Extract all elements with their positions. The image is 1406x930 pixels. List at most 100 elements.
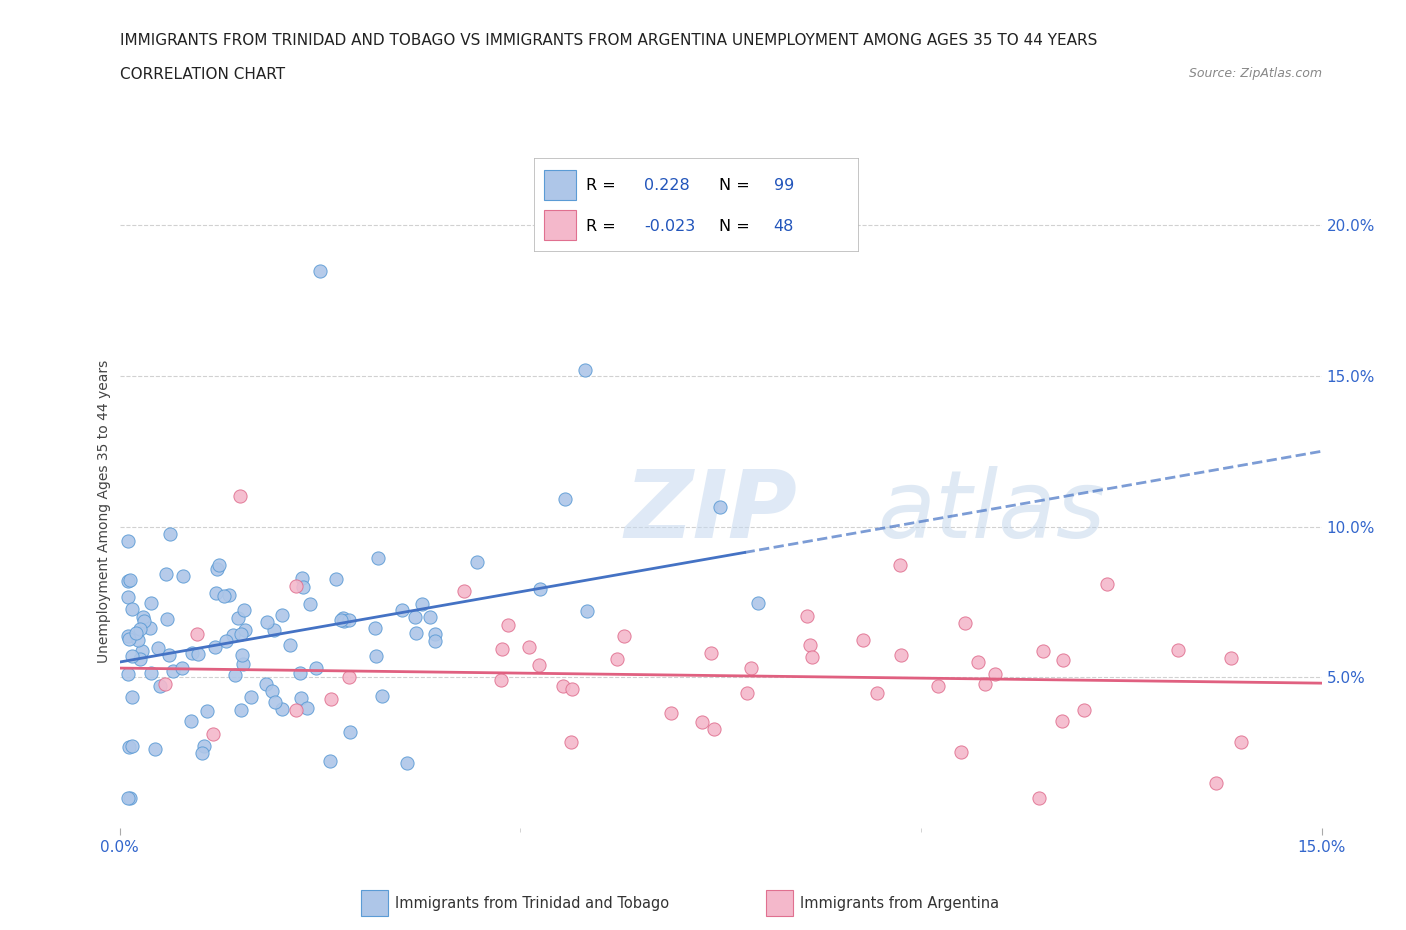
Point (371, 689, 394, 704)
Point (187, 646, 209, 661)
Point (411, 596, 433, 611)
Point (222, 628, 245, 643)
Point (319, 691, 342, 706)
Y-axis label: Unemployment Among Ages 35 to 44 years: Unemployment Among Ages 35 to 44 years (97, 360, 111, 663)
Point (605, 652, 627, 667)
Point (131, 644, 153, 658)
Point (224, 668, 246, 683)
Point (153, 677, 176, 692)
Point (228, 611, 250, 626)
Point (117, 629, 139, 644)
Point (984, 667, 1007, 682)
Point (366, 648, 388, 663)
Point (157, 647, 180, 662)
Bar (361, 890, 388, 916)
Point (1028, 790, 1050, 805)
Point (529, 581, 551, 596)
Point (852, 633, 875, 648)
Point (801, 649, 824, 664)
Point (950, 745, 973, 760)
Point (659, 706, 682, 721)
Point (117, 534, 139, 549)
Point (159, 526, 181, 541)
Point (527, 658, 550, 672)
Point (799, 637, 821, 652)
Point (339, 725, 361, 740)
Point (239, 690, 262, 705)
Point (285, 702, 308, 717)
Point (1095, 577, 1118, 591)
Point (1052, 714, 1074, 729)
Point (172, 568, 194, 583)
Point (890, 648, 912, 663)
Point (207, 561, 229, 576)
Point (405, 626, 427, 641)
Point (561, 681, 583, 696)
Point (270, 607, 292, 622)
Text: N =: N = (718, 219, 755, 234)
Point (155, 566, 177, 581)
Text: 0.228: 0.228 (644, 179, 690, 193)
Point (889, 558, 911, 573)
Point (703, 721, 725, 736)
Point (117, 790, 139, 805)
Point (118, 790, 141, 805)
Point (205, 585, 228, 600)
Bar (544, 170, 576, 200)
Point (498, 618, 520, 632)
Text: Immigrants from Trinidad and Tobago: Immigrants from Trinidad and Tobago (395, 896, 669, 910)
Point (204, 639, 226, 654)
Point (735, 685, 758, 700)
Text: N =: N = (718, 179, 755, 193)
Point (117, 590, 139, 604)
Point (228, 489, 252, 504)
Point (517, 639, 540, 654)
Text: atlas: atlas (877, 466, 1105, 557)
Point (332, 614, 354, 629)
Point (309, 263, 332, 278)
Point (233, 603, 256, 618)
Text: Immigrants from Argentina: Immigrants from Argentina (800, 896, 1000, 910)
Point (298, 597, 321, 612)
Point (218, 587, 240, 602)
Point (690, 715, 713, 730)
Point (560, 735, 582, 750)
Point (1167, 643, 1189, 658)
Point (295, 700, 318, 715)
Point (290, 691, 312, 706)
Point (967, 655, 990, 670)
Point (121, 602, 143, 617)
Text: 48: 48 (773, 219, 794, 234)
Point (278, 638, 301, 653)
Bar (766, 890, 793, 916)
Point (118, 631, 141, 646)
Point (423, 633, 446, 648)
Point (129, 621, 152, 636)
Point (148, 641, 170, 656)
Text: CORRELATION CHART: CORRELATION CHART (120, 67, 284, 82)
Point (214, 633, 236, 648)
Point (232, 657, 254, 671)
Point (709, 499, 731, 514)
Text: Source: ZipAtlas.com: Source: ZipAtlas.com (1188, 67, 1322, 80)
Point (180, 714, 202, 729)
Point (231, 647, 253, 662)
Point (134, 613, 156, 628)
Point (363, 620, 385, 635)
Point (121, 649, 143, 664)
Point (319, 753, 342, 768)
Point (396, 755, 419, 770)
Point (553, 679, 575, 694)
Point (700, 645, 723, 660)
Point (288, 665, 311, 680)
Point (195, 703, 218, 718)
Point (117, 667, 139, 682)
Point (118, 573, 141, 588)
Point (425, 627, 447, 642)
Point (260, 684, 283, 698)
Point (367, 551, 389, 565)
Point (145, 742, 167, 757)
Point (325, 571, 347, 586)
Point (973, 677, 995, 692)
Point (740, 661, 762, 676)
